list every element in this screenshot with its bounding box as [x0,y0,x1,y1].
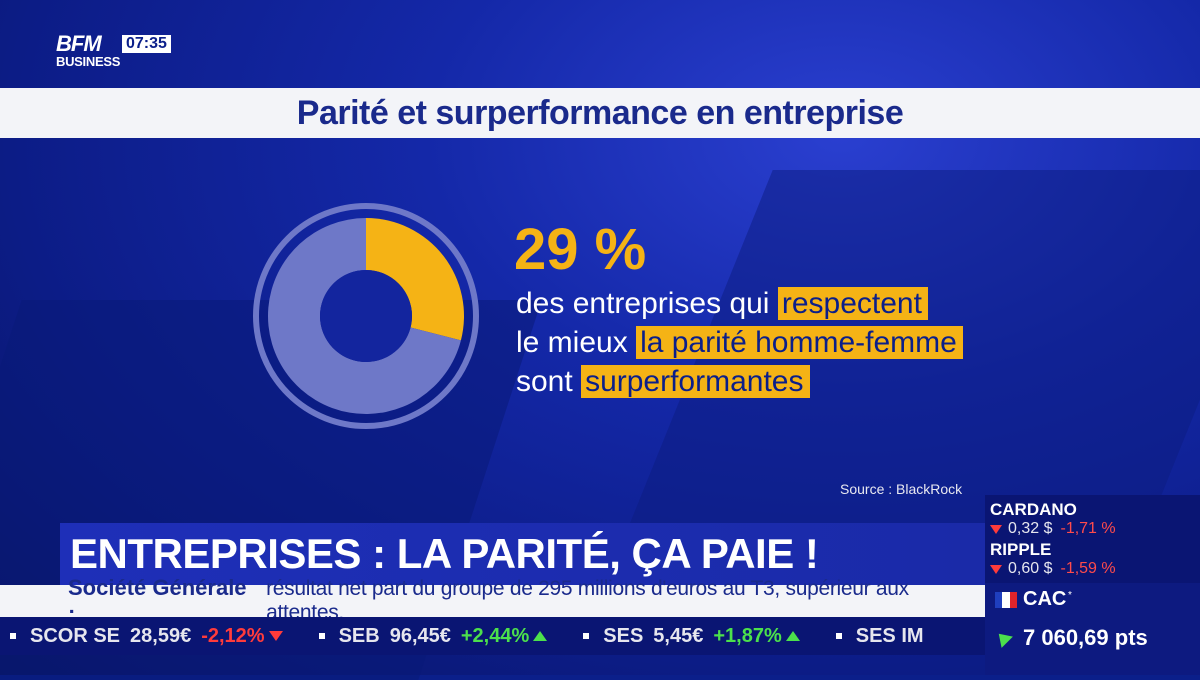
crypto-change: -1,59 % [1060,560,1116,577]
stat-line-3-text: sont [516,365,573,398]
stat-line-2-highlight: la parité homme-femme [636,326,963,359]
donut-outer-ring [253,203,479,429]
bullet-icon [583,633,590,639]
ticker-change: +1,87% [713,624,782,647]
down-triangle-icon [268,631,283,641]
crypto-value: 0,60 $ [1008,560,1053,577]
ticker-name: SCOR SE [30,624,121,647]
ticker-item: SES 5,45€ +1,87% [573,624,800,648]
bullet-icon [835,633,842,639]
index-name: CAC [1023,588,1067,610]
bullet-icon [318,633,325,639]
ticker-name: SEB [338,624,380,647]
french-flag-icon [995,592,1017,608]
crypto-quote: 0,32 $ -1,71 % [990,520,1116,538]
page-title: Parité et surperformance en entreprise [296,93,904,132]
ticker-change: +2,44% [460,624,530,647]
up-triangle-icon [533,631,548,641]
stat-line-3: sont surperformantes [516,363,810,401]
ticker-item: SES IM [826,625,934,648]
logo-bfm: BFM [56,31,102,56]
flag-stripe [1009,592,1017,608]
ticker-item: SCOR SE 28,59€ -2,12% [0,625,283,648]
channel-logo: BFM BUSINESS 07:35 [56,33,188,75]
down-triangle-icon [990,564,1002,574]
index-star: * [1068,590,1072,601]
ticker-change: -2,12% [201,624,265,647]
crypto-quote: 0,60 $ -1,59 % [990,560,1116,578]
stat-line-3-highlight: surperformantes [581,365,810,398]
headline: ENTREPRISES : LA PARITÉ, ÇA PAIE ! [70,530,819,577]
ticker-name: SES [603,624,644,647]
logo-business: BUSINESS [56,54,121,69]
crypto-value: 0,32 $ [1008,520,1053,537]
up-triangle-icon [785,631,800,641]
stat-line-1-text: des entreprises qui [516,287,770,320]
donut-slice-1 [267,218,461,414]
bullet-icon [10,633,16,639]
news-crawl: Société Générale : résultat net part du … [0,575,985,626]
stat-line-1: des entreprises qui respectent [516,285,928,323]
title-bar: Parité et surperformance en entreprise [0,88,1200,138]
headline-bar: ENTREPRISES : LA PARITÉ, ÇA PAIE ! [60,523,985,585]
stat-line-1-highlight: respectent [777,287,928,320]
clock-time: 07:35 [122,35,171,53]
stat-value: 29 % [514,217,647,282]
stat-line-2: le mieux la parité homme-femme [516,324,963,362]
donut-hole [320,270,412,362]
source-note: Source : BlackRock [840,481,963,497]
flag-stripe [1002,592,1010,608]
stat-line-2-text: le mieux [516,326,628,359]
donut-chart [253,203,479,429]
crypto-name: CARDANO [990,500,1077,519]
ticker-name: SES IM [855,624,924,647]
index-value: 7 060,69 pts [1023,625,1148,650]
flag-stripe [995,592,1003,608]
ticker-price: 28,59€ [130,624,192,647]
ticker-price: 96,45€ [389,624,451,647]
donut-slice-0 [366,218,464,341]
ticker-item: SEB 96,45€ +2,44% [309,625,548,648]
down-triangle-icon [990,524,1002,534]
up-arrow-icon [993,628,1013,648]
index-quote: 7 060,69 pts [993,625,1148,651]
crypto-name: RIPPLE [990,540,1052,559]
news-company: Société Générale : [68,575,247,626]
crypto-change: -1,71 % [1060,520,1116,537]
stock-ticker: SCOR SE 28,59€ -2,12% SEB 96,45€ +2,44% SES 5,4… [0,617,985,655]
ticker-price: 5,45€ [653,624,704,647]
index-box [985,583,1200,675]
